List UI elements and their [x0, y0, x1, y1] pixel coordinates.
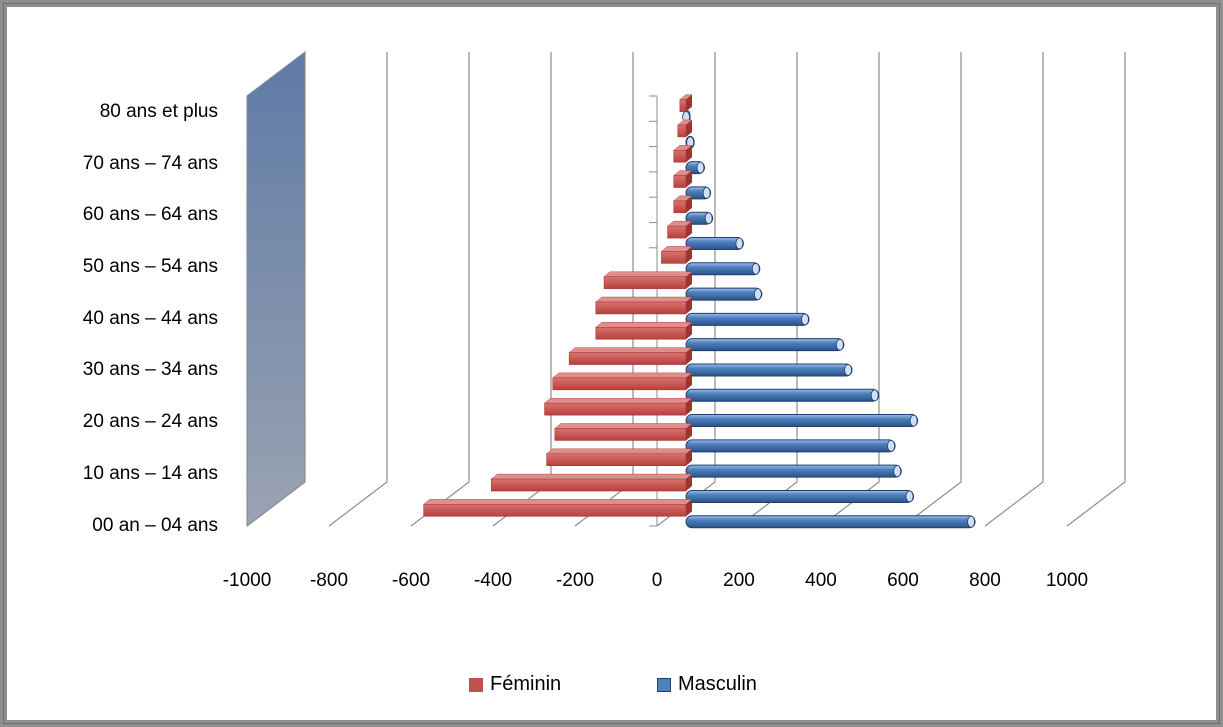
y-tick-label: 40 ans – 44 ans	[83, 308, 218, 329]
legend-feminin: Féminin	[469, 673, 561, 696]
bar-masculin	[686, 516, 975, 528]
bar-masculin	[686, 364, 852, 376]
side-wall	[247, 52, 305, 526]
bar-masculin-cap	[754, 289, 761, 300]
x-tick-label: -1000	[223, 570, 272, 591]
legend-feminin-label: Féminin	[490, 673, 561, 696]
bar-feminin	[680, 100, 686, 112]
legend-masculin-swatch	[657, 678, 671, 692]
bar-feminin-top	[553, 373, 692, 378]
bar-masculin	[686, 263, 760, 275]
bar-feminin	[596, 327, 686, 339]
y-tick-label: 00 an – 04 ans	[92, 515, 218, 536]
bar-masculin-cap	[697, 162, 704, 173]
bar-masculin-cap	[968, 516, 975, 527]
bar-feminin-top	[547, 449, 692, 454]
bar-feminin-top	[545, 398, 692, 403]
bar-feminin	[678, 125, 686, 137]
bar-feminin	[674, 201, 686, 213]
bars	[424, 95, 975, 528]
bar-masculin-cap	[736, 238, 743, 249]
gridline	[1067, 52, 1125, 526]
bar-masculin-cap	[910, 415, 917, 426]
y-tick-label: 70 ans – 74 ans	[83, 153, 218, 174]
bar-feminin	[491, 479, 686, 491]
bar-masculin-cap	[894, 466, 901, 477]
y-tick-label: 60 ans – 64 ans	[83, 204, 218, 225]
bar-masculin	[686, 415, 918, 427]
bar-masculin	[686, 490, 914, 502]
side-wall-panel	[247, 52, 305, 526]
x-tick-label: -600	[392, 570, 430, 591]
bar-masculin-cap	[871, 390, 878, 401]
bar-masculin-cap	[703, 187, 710, 198]
gridline	[411, 52, 469, 526]
bar-masculin	[686, 313, 809, 325]
bar-masculin	[686, 339, 844, 351]
bar-masculin	[686, 465, 901, 477]
population-pyramid-chart: 00 an – 04 ans 10 ans – 14 ans 20 ans – 24…	[7, 7, 1216, 720]
bar-masculin-cap	[705, 213, 712, 224]
bar-masculin	[686, 389, 879, 401]
bar-feminin-top	[555, 423, 692, 428]
gridline	[821, 52, 879, 526]
bar-masculin-cap	[752, 263, 759, 274]
bar-feminin	[555, 428, 686, 440]
y-tick-label: 10 ans – 14 ans	[83, 463, 218, 484]
bar-masculin-cap	[845, 364, 852, 375]
x-tick-label: 1000	[1046, 570, 1088, 591]
y-tick-label: 30 ans – 34 ans	[83, 359, 218, 380]
y-axis-labels: 00 an – 04 ans 10 ans – 14 ans 20 ans – 24…	[83, 101, 218, 536]
bar-feminin	[596, 302, 686, 314]
x-tick-label: -200	[556, 570, 594, 591]
bar-masculin	[686, 440, 895, 452]
bar-masculin	[686, 238, 743, 250]
bar-feminin	[661, 251, 686, 263]
gridline	[985, 52, 1043, 526]
y-tick-label: 50 ans – 54 ans	[83, 256, 218, 277]
x-tick-label: 0	[652, 570, 663, 591]
bar-feminin	[545, 403, 686, 415]
gridline	[903, 52, 961, 526]
bar-feminin-top	[596, 297, 692, 302]
bar-feminin-top	[604, 272, 692, 277]
x-tick-label: 200	[723, 570, 755, 591]
x-tick-label: -800	[310, 570, 348, 591]
bar-feminin	[668, 226, 686, 238]
x-tick-label: 800	[969, 570, 1001, 591]
bar-feminin-top	[424, 499, 692, 504]
bar-feminin	[424, 504, 686, 516]
bar-feminin	[674, 150, 686, 162]
bar-feminin-top	[569, 348, 692, 353]
y-tick-label: 20 ans – 24 ans	[83, 411, 218, 432]
bar-feminin	[569, 353, 686, 365]
bar-feminin-top	[491, 474, 692, 479]
y-tick-label: 80 ans et plus	[100, 101, 218, 122]
x-tick-label: -400	[474, 570, 512, 591]
gridline	[493, 52, 551, 526]
bar-feminin	[604, 277, 686, 289]
bar-masculin-cap	[906, 491, 913, 502]
bar-feminin-top	[596, 322, 692, 327]
x-tick-label: 400	[805, 570, 837, 591]
legend-masculin: Masculin	[657, 673, 757, 696]
legend-masculin-label: Masculin	[678, 673, 757, 696]
bar-feminin	[674, 176, 686, 188]
bar-feminin	[547, 454, 686, 466]
legend-feminin-swatch	[469, 678, 483, 692]
bar-masculin	[686, 288, 762, 300]
x-axis-labels: -1000 -800 -600 -400 -200 0 200 400 600 800 1000	[223, 570, 1088, 591]
bar-masculin-cap	[802, 314, 809, 325]
bar-masculin-cap	[888, 440, 895, 451]
bar-feminin	[553, 378, 686, 390]
bar-masculin-cap	[836, 339, 843, 350]
gridline	[329, 52, 387, 526]
x-tick-label: 600	[887, 570, 919, 591]
